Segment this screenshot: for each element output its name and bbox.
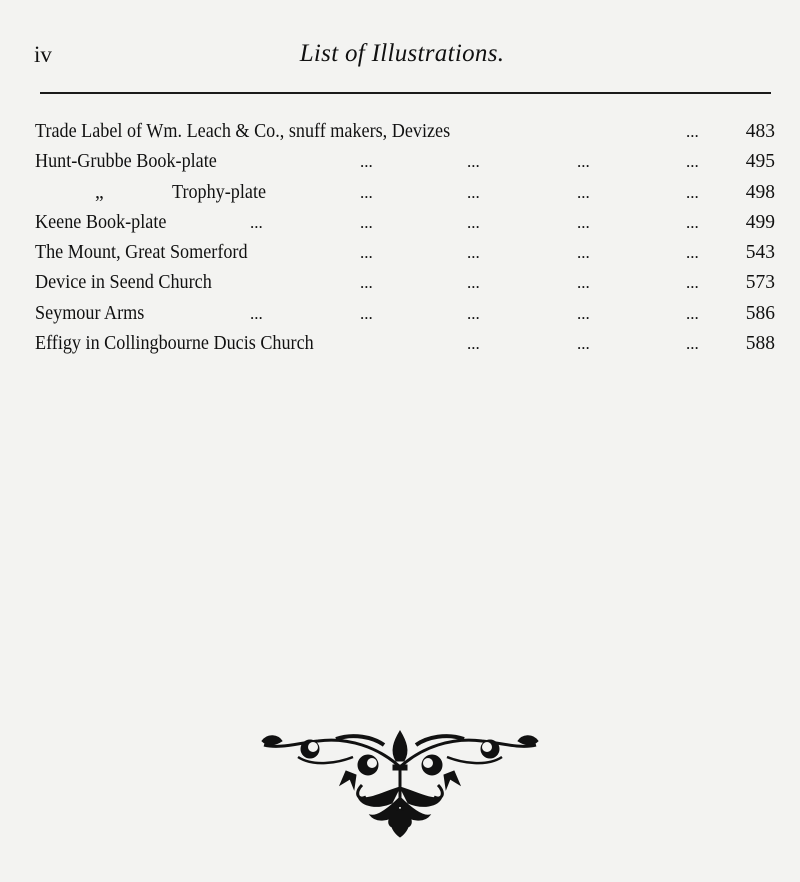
entry-label: Seymour Arms bbox=[35, 302, 145, 324]
entry-label: Trophy-plate bbox=[172, 181, 267, 203]
dot-leader: ... bbox=[467, 334, 480, 354]
dot-leader: ... bbox=[577, 334, 590, 354]
entry-page-number: 498 bbox=[745, 181, 775, 203]
dot-leader: ... bbox=[686, 243, 699, 263]
list-item: „ Trophy-plate............ 498 bbox=[35, 179, 775, 209]
dot-leader: ... bbox=[686, 212, 699, 232]
list-item: Seymour Arms............... 586 bbox=[35, 300, 775, 330]
dot-leader: ... bbox=[467, 303, 480, 323]
dot-leader: ... bbox=[577, 303, 590, 323]
dot-leader: ... bbox=[360, 243, 373, 263]
dot-leader: ... bbox=[360, 273, 373, 293]
dot-leader: ... bbox=[577, 212, 590, 232]
dot-leader: ... bbox=[577, 243, 590, 263]
dot-leader: ... bbox=[360, 303, 373, 323]
dot-leader: ... bbox=[686, 152, 699, 172]
entry-label: Effigy in Collingbourne Ducis Church bbox=[35, 333, 314, 355]
dot-leader: ... bbox=[360, 182, 373, 202]
dot-leader: ... bbox=[686, 273, 699, 293]
entry-label: Hunt-Grubbe Book-plate bbox=[35, 151, 217, 173]
dot-leader: ... bbox=[467, 212, 480, 232]
dot-leader: ... bbox=[250, 212, 263, 232]
entry-page-number: 588 bbox=[745, 333, 775, 355]
dot-leader: ... bbox=[577, 152, 590, 172]
entry-page-number: 499 bbox=[745, 211, 775, 233]
dot-leader: ... bbox=[686, 334, 699, 354]
dot-leader: ... bbox=[360, 212, 373, 232]
entry-page-number: 573 bbox=[745, 272, 775, 294]
floral-tailpiece-ornament-icon bbox=[261, 730, 540, 838]
dot-leader: ... bbox=[686, 303, 699, 323]
list-item: Device in Seend Church............ 573 bbox=[35, 269, 775, 299]
dot-leader: ... bbox=[577, 182, 590, 202]
entry-label: Device in Seend Church bbox=[35, 272, 212, 294]
entry-page-number: 495 bbox=[745, 151, 775, 173]
dot-leader: ... bbox=[577, 273, 590, 293]
dot-leader: ... bbox=[467, 243, 480, 263]
list-item: Keene Book-plate............... 499 bbox=[35, 209, 775, 239]
dot-leader: ... bbox=[686, 182, 699, 202]
illustrations-list: Trade Label of Wm. Leach & Co., snuff ma… bbox=[35, 118, 775, 360]
list-item: The Mount, Great Somerford............ 54… bbox=[35, 239, 775, 269]
list-item: Effigy in Collingbourne Ducis Church....… bbox=[35, 330, 775, 360]
dot-leader: ... bbox=[467, 182, 480, 202]
page-number-folio: iv bbox=[34, 42, 52, 67]
dot-leader: ... bbox=[250, 303, 263, 323]
entry-label: The Mount, Great Somerford bbox=[35, 242, 248, 264]
dot-leader: ... bbox=[686, 122, 699, 141]
header-rule bbox=[40, 92, 771, 94]
entry-label: Keene Book-plate bbox=[35, 211, 167, 233]
list-item: Trade Label of Wm. Leach & Co., snuff ma… bbox=[35, 118, 775, 148]
dot-leader: ... bbox=[467, 152, 480, 172]
ditto-mark: „ bbox=[95, 181, 104, 203]
entry-label: Trade Label of Wm. Leach & Co., snuff ma… bbox=[35, 121, 451, 142]
entry-page-number: 586 bbox=[745, 302, 775, 324]
list-item: Hunt-Grubbe Book-plate............ 495 bbox=[35, 148, 775, 178]
page-title: List of Illustrations. bbox=[299, 40, 505, 67]
dot-leader: ... bbox=[467, 273, 480, 293]
entry-page-number: 543 bbox=[745, 242, 775, 264]
dot-leader: ... bbox=[360, 152, 373, 172]
entry-page-number: 483 bbox=[745, 121, 775, 142]
